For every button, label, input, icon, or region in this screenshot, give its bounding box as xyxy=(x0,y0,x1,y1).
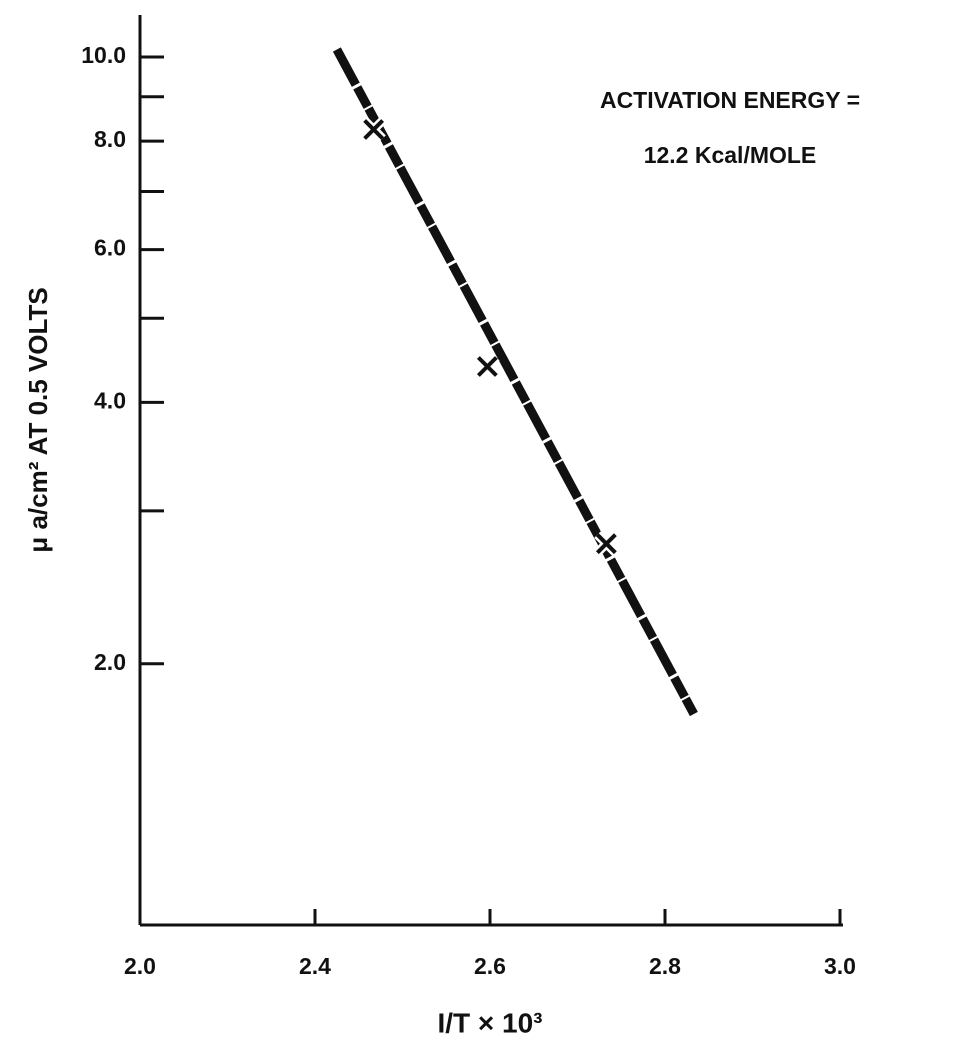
y-tick-label: 2.0 xyxy=(94,649,126,675)
data-point xyxy=(363,119,385,140)
annotation: 12.2 Kcal/MOLE xyxy=(644,142,817,168)
data-point xyxy=(476,356,498,377)
y-tick-label: 6.0 xyxy=(94,235,126,261)
x-tick-label: 3.0 xyxy=(824,953,856,979)
annotation: ACTIVATION ENERGY = xyxy=(600,87,860,113)
x-tick-label: 2.8 xyxy=(649,953,681,979)
y-tick-label: 8.0 xyxy=(94,126,126,152)
x-tick-label: 2.4 xyxy=(299,953,331,979)
x-tick-label: 2.6 xyxy=(474,953,506,979)
x-axis-label: I/T × 10³ xyxy=(437,1007,542,1038)
data-point xyxy=(595,533,617,555)
fit-line xyxy=(332,47,698,717)
y-tick-label: 10.0 xyxy=(81,42,126,68)
y-axis-label: μ a/cm² AT 0.5 VOLTS xyxy=(23,287,53,552)
y-tick-label: 4.0 xyxy=(94,387,126,413)
x-origin-label: 2.0 xyxy=(124,953,156,979)
